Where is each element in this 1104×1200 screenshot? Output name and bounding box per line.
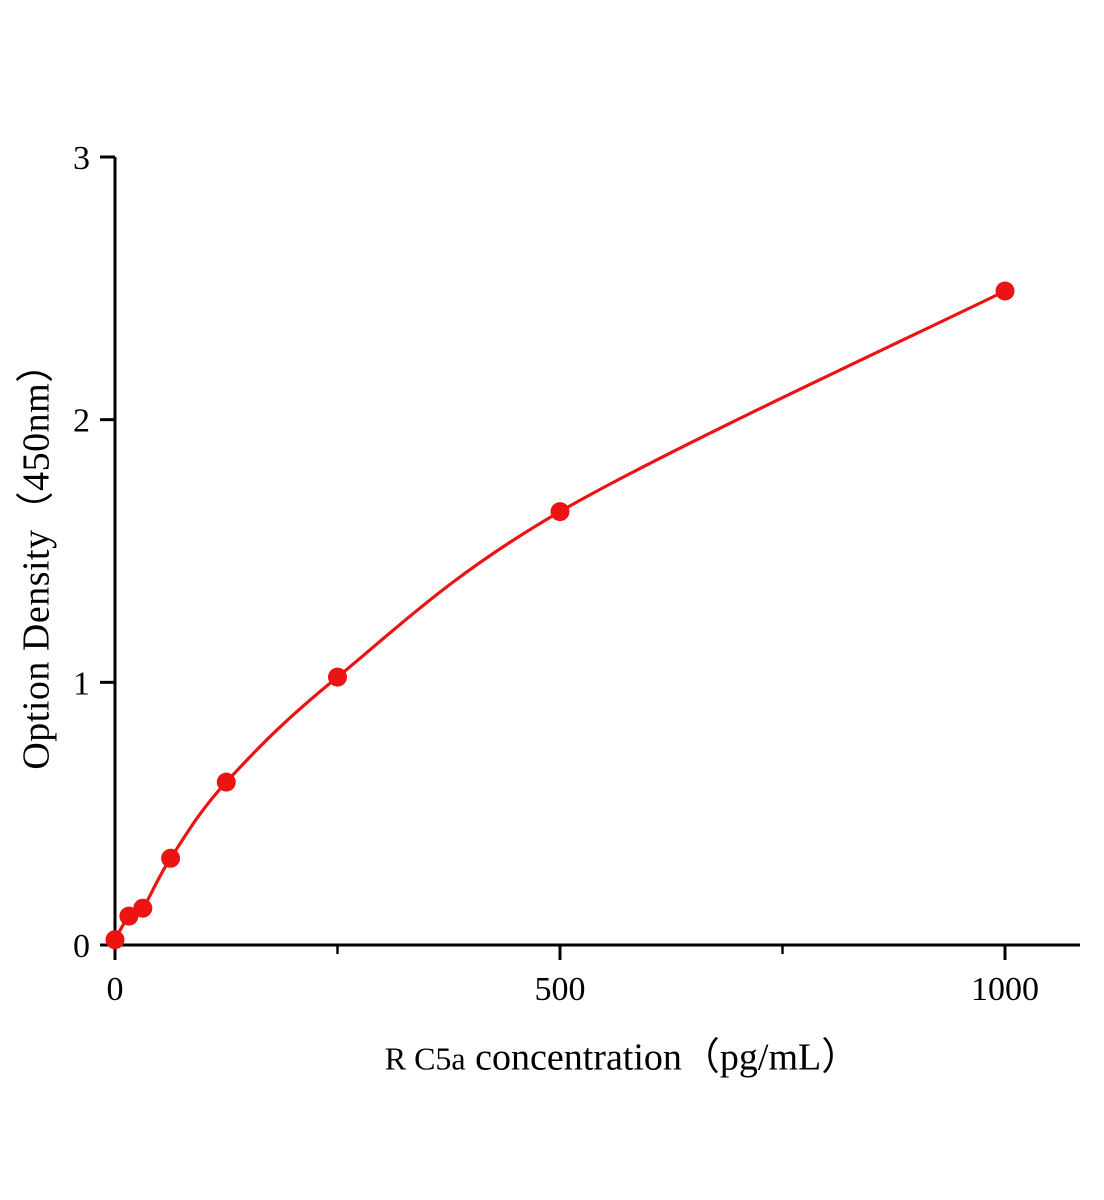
x-tick-label: 1000 <box>971 971 1039 1008</box>
y-tick-label: 0 <box>73 928 90 965</box>
y-tick-label: 1 <box>73 665 90 702</box>
x-axis-title: R C5a concentration（pg/mL） <box>385 1026 860 1081</box>
data-point <box>328 667 347 687</box>
standard-curve-line <box>113 289 1007 942</box>
data-point <box>119 906 139 926</box>
data-point <box>995 281 1015 301</box>
data-point <box>161 848 181 868</box>
x-tick-label: 0 <box>107 971 124 1008</box>
x-tick-label: 500 <box>535 971 586 1008</box>
data-point <box>550 502 570 522</box>
y-tick-label: 2 <box>73 403 90 440</box>
data-point <box>133 898 153 918</box>
data-point <box>105 930 125 950</box>
x-axis-title-main: concentration（pg/mL） <box>465 1036 860 1079</box>
x-axis-title-prefix: R C5a <box>384 1040 466 1077</box>
data-point <box>216 772 236 792</box>
y-axis-title: Option Density（450nm） <box>15 344 58 770</box>
y-tick-label: 3 <box>73 140 90 177</box>
